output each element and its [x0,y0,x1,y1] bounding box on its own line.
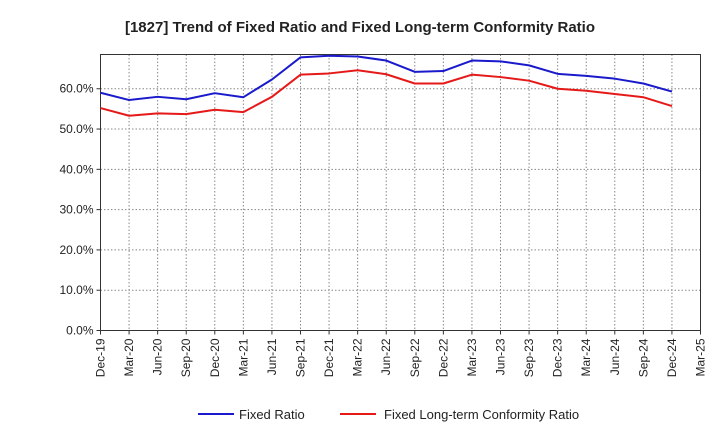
x-tick-label: Jun-21 [265,338,279,375]
y-tick-label: 10.0% [59,283,93,297]
x-axis: Dec-19 Mar-20 Jun-20 Sep-20 Dec-20 Mar-21 Jun-… [94,330,708,377]
y-axis: 0.0% 10.0% 20.0% 30.0% 40.0% 50.0% 60.0% [59,82,101,338]
x-tick-label: Jun-20 [151,338,165,375]
plot-area [100,54,701,331]
x-tick-label: Mar-25 [694,338,708,376]
x-tick-label: Mar-20 [122,338,136,376]
x-tick-label: Dec-23 [551,338,565,377]
x-tick-label: Jun-23 [494,338,508,375]
x-tick-label: Sep-22 [408,338,422,377]
x-tick-label: Mar-21 [236,338,250,376]
x-tick-label: Mar-24 [579,338,593,376]
legend-label-1: Fixed Ratio [239,407,305,422]
x-tick-label: Dec-24 [665,338,679,377]
series-line-1 [100,54,673,102]
series-line-2 [100,69,673,117]
y-tick-label: 40.0% [59,162,93,176]
series-layer [100,54,673,117]
x-tick-label: Mar-23 [465,338,479,376]
x-tick-label: Dec-20 [208,338,222,377]
x-tick-label: Sep-21 [294,338,308,377]
legend-label-2: Fixed Long-term Conformity Ratio [384,407,579,422]
x-tick-label: Dec-21 [322,338,336,377]
x-tick-label: Jun-22 [379,338,393,375]
y-tick-label: 20.0% [59,243,93,257]
x-tick-label: Jun-24 [608,338,622,375]
y-tick-label: 30.0% [59,203,93,217]
x-tick-label: Sep-23 [522,338,536,377]
gridlines-vertical [128,54,673,331]
x-tick-label: Sep-20 [179,338,193,377]
chart-title: [1827] Trend of Fixed Ratio and Fixed Lo… [125,19,595,36]
plot-frame [100,54,701,331]
y-tick-label: 60.0% [59,82,93,96]
y-tick-label: 0.0% [66,324,94,338]
x-tick-label: Dec-22 [436,338,450,377]
y-tick-label: 50.0% [59,122,93,136]
x-tick-label: Mar-22 [351,338,365,376]
legend: Fixed Ratio Fixed Long-term Conformity Ra… [198,407,579,422]
x-tick-label: Dec-19 [94,338,108,377]
x-tick-label: Sep-24 [636,338,650,377]
